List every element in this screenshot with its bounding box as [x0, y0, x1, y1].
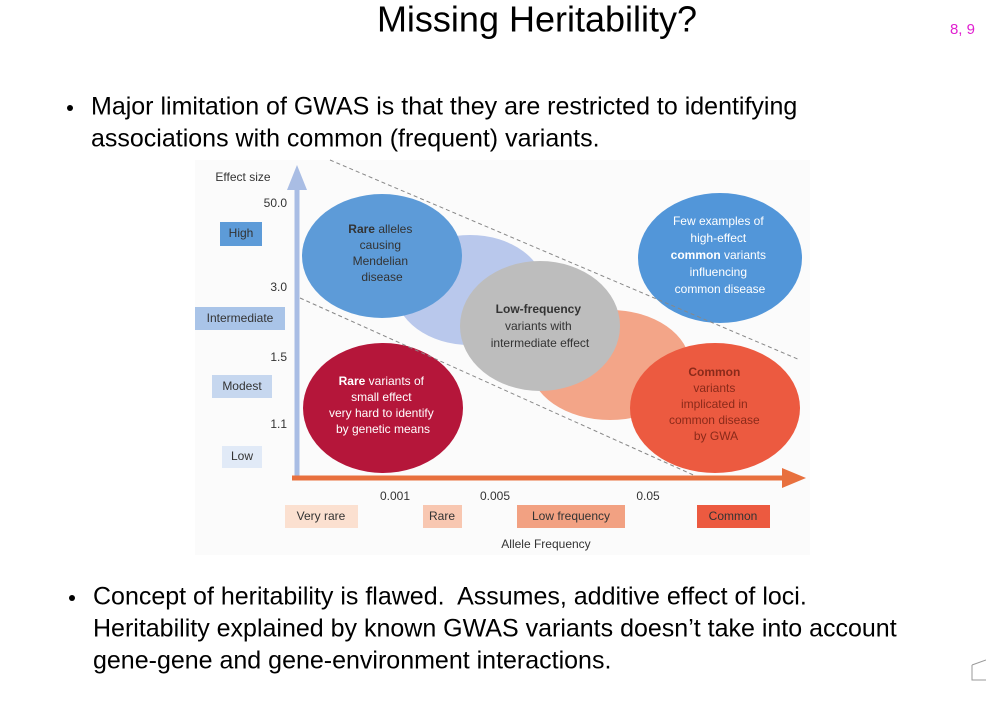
line: intermediate effect	[491, 336, 590, 350]
line: implicated in	[681, 397, 748, 411]
dashed-line	[329, 159, 801, 361]
region-bubble	[303, 343, 463, 473]
line: very hard to identify	[329, 406, 434, 420]
line: disease	[361, 270, 403, 284]
bold-part: Rare	[348, 222, 375, 236]
diagram: Effect size 50.0 3.0 1.5 1.1 High Interm…	[195, 159, 810, 555]
line: variants	[693, 381, 735, 395]
level-box	[285, 505, 358, 528]
bullet-dot	[67, 105, 73, 111]
line: common disease	[675, 282, 766, 296]
level-box	[517, 505, 625, 528]
region-bubble	[460, 261, 620, 391]
level-label: High	[229, 226, 254, 240]
line: causing	[360, 238, 401, 252]
title: Missing Heritability?	[377, 0, 697, 40]
level-label: Intermediate	[207, 311, 274, 325]
region-bubble	[302, 194, 462, 318]
y-tick: 3.0	[270, 280, 287, 294]
level-label: Low frequency	[532, 509, 610, 523]
y-tick: 1.1	[270, 417, 287, 431]
dashed-line	[299, 297, 701, 479]
bullet-line: associations with common (frequent) vari…	[91, 125, 600, 153]
bold-part: common	[671, 248, 721, 262]
y-arrow	[287, 165, 307, 190]
bullet-line: Major limitation of GWAS is that they ar…	[91, 93, 797, 121]
region-label: Common variants implicated in common dis…	[669, 365, 763, 443]
line: common disease	[669, 413, 760, 427]
region-label: Rare variants of small effect very hard …	[329, 374, 437, 436]
level-box	[220, 222, 262, 246]
line: Low-frequency	[496, 302, 582, 316]
text-part: variants	[721, 248, 766, 262]
line: Few examples of	[673, 214, 764, 228]
region-bubble	[638, 193, 802, 323]
level-label: Modest	[222, 379, 262, 393]
region-label: Few examples of high-effect common varia…	[671, 214, 770, 296]
line: influencing	[690, 265, 747, 279]
text-part: variants of	[365, 374, 424, 388]
region-bubble	[630, 343, 800, 473]
y-tick: 1.5	[270, 350, 287, 364]
level-box	[697, 505, 770, 528]
x-arrow	[782, 468, 806, 488]
y-axis-title: Effect size	[215, 170, 270, 184]
level-label: Very rare	[297, 509, 346, 523]
region-label: Rare alleles causing Mendelian disease	[348, 222, 415, 284]
region-label: Low-frequency variants with intermediate…	[491, 302, 590, 350]
line: variants with	[505, 319, 572, 333]
level-label: Common	[709, 509, 758, 523]
level-box	[222, 446, 262, 468]
x-tick: 0.001	[380, 489, 410, 503]
bullet-line: Concept of heritability is flawed. Assum…	[93, 583, 807, 611]
x-axis-title: Allele Frequency	[501, 537, 590, 551]
line: Common	[688, 365, 740, 379]
bullet-dot	[69, 595, 75, 601]
x-tick: 0.005	[480, 489, 510, 503]
line: high-effect	[690, 231, 746, 245]
bullet-line: gene-gene and gene-environment interacti…	[93, 647, 611, 675]
level-box	[195, 307, 285, 330]
bold-part: Rare	[339, 374, 366, 388]
line: small effect	[351, 390, 412, 404]
level-label: Rare	[429, 509, 455, 523]
page-ref: 8, 9	[950, 21, 975, 38]
level-label: Low	[231, 449, 253, 463]
y-tick: 50.0	[264, 196, 288, 210]
level-box	[212, 375, 272, 398]
text-part: alleles	[375, 222, 412, 236]
level-box	[423, 505, 462, 528]
line: Mendelian	[353, 254, 408, 268]
line: by genetic means	[336, 422, 430, 436]
x-tick: 0.05	[636, 489, 660, 503]
bullet-line: Heritability explained by known GWAS var…	[93, 615, 897, 643]
line: by GWA	[694, 429, 738, 443]
corner-icon	[971, 659, 986, 681]
